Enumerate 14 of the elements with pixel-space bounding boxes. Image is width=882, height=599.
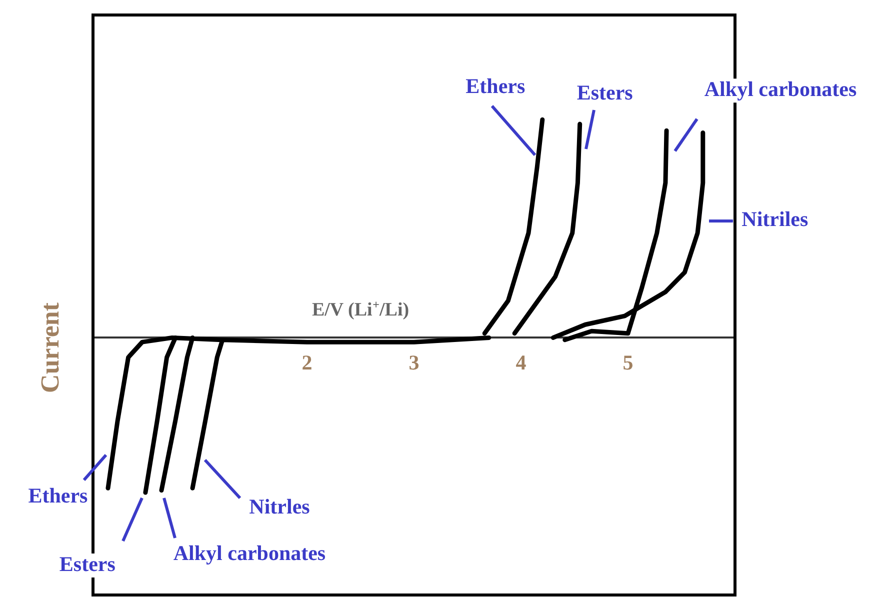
series-label: Esters <box>576 80 633 104</box>
x-tick-label: 3 <box>408 350 420 375</box>
series-label: Nitriles <box>742 207 808 232</box>
x-tick-label: 2 <box>302 350 312 375</box>
series-label: Ethers <box>466 74 526 98</box>
y-axis-title: Current <box>36 302 65 393</box>
x-axis-title: E/V (Li+/Li) <box>312 298 410 321</box>
text: Nitrles <box>249 494 310 519</box>
x-tick-label: 4 <box>516 350 527 375</box>
text: Alkyl carbonates <box>704 76 857 101</box>
text: Alkyl carbonates <box>173 540 326 565</box>
text: Esters <box>59 552 116 576</box>
x-tick-label: 5 <box>622 350 634 375</box>
series-label: Ethers <box>28 484 88 508</box>
